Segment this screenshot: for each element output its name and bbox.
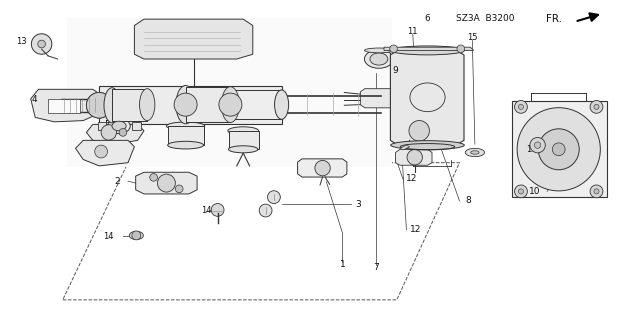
Circle shape [594,189,599,194]
Bar [67,18,392,167]
Circle shape [95,145,108,158]
Ellipse shape [275,90,289,119]
Ellipse shape [390,46,465,55]
Text: 12: 12 [410,225,421,234]
Ellipse shape [176,85,195,124]
Circle shape [534,142,541,148]
Bar [230,90,282,119]
Circle shape [518,104,524,109]
Polygon shape [397,121,442,140]
Text: 10: 10 [529,187,541,196]
Circle shape [101,125,116,140]
Polygon shape [360,89,398,108]
Polygon shape [76,140,134,166]
Text: 8: 8 [465,197,471,205]
Circle shape [132,231,141,240]
Polygon shape [298,159,347,177]
Text: 11: 11 [408,27,418,36]
Polygon shape [136,172,197,194]
Ellipse shape [104,88,120,123]
Circle shape [590,185,603,198]
Polygon shape [400,145,410,150]
Polygon shape [134,19,253,59]
Circle shape [150,174,157,181]
Circle shape [175,185,183,193]
Bar [168,126,204,145]
Circle shape [315,160,330,176]
Text: 16: 16 [525,145,536,154]
Text: 2: 2 [115,177,120,186]
Bar [112,89,147,121]
Circle shape [552,143,565,156]
Bar [512,101,607,197]
Ellipse shape [390,141,465,150]
Circle shape [518,189,524,194]
Text: 9: 9 [392,66,398,75]
Polygon shape [86,124,144,144]
Text: FR.: FR. [546,14,562,24]
Polygon shape [396,149,432,165]
Text: 3: 3 [356,200,361,209]
Text: 12: 12 [406,174,418,183]
Polygon shape [31,89,101,122]
Ellipse shape [166,122,205,130]
Circle shape [119,129,127,136]
Ellipse shape [108,118,131,134]
Text: 5: 5 [104,120,110,129]
Circle shape [390,45,397,53]
Text: 7: 7 [374,263,379,272]
Circle shape [86,93,112,118]
Ellipse shape [228,146,258,153]
Ellipse shape [370,53,388,65]
Circle shape [38,40,45,48]
Polygon shape [384,47,474,50]
Ellipse shape [168,141,204,149]
Ellipse shape [365,48,393,53]
Circle shape [409,121,429,141]
Ellipse shape [465,148,484,157]
Circle shape [219,93,242,116]
Circle shape [407,150,422,165]
Text: 6: 6 [424,14,430,23]
Circle shape [268,191,280,204]
Circle shape [211,204,224,216]
Circle shape [157,174,175,192]
Ellipse shape [471,151,479,154]
Ellipse shape [86,93,112,118]
Polygon shape [98,122,106,130]
Text: 1: 1 [340,260,345,269]
Circle shape [174,93,197,116]
Bar [186,87,230,122]
Circle shape [517,108,600,191]
Polygon shape [99,86,282,124]
Ellipse shape [365,50,393,68]
Text: SZ3A  B3200: SZ3A B3200 [456,14,514,23]
Ellipse shape [112,121,126,131]
Bar [229,131,259,149]
Circle shape [590,100,603,113]
Text: 14: 14 [201,206,211,215]
Text: 4: 4 [31,95,37,104]
Circle shape [515,185,527,198]
Text: 13: 13 [16,37,27,46]
Circle shape [594,104,599,109]
Polygon shape [132,122,141,130]
Circle shape [515,100,527,113]
Circle shape [530,137,545,153]
Circle shape [538,129,579,170]
Ellipse shape [228,127,259,135]
Circle shape [457,45,465,53]
Circle shape [31,34,52,54]
Text: 15: 15 [467,33,477,42]
Ellipse shape [221,87,239,122]
Polygon shape [390,50,464,145]
Ellipse shape [129,231,143,240]
Polygon shape [48,99,80,113]
Circle shape [259,204,272,217]
Text: 14: 14 [104,232,114,241]
Ellipse shape [140,89,155,121]
